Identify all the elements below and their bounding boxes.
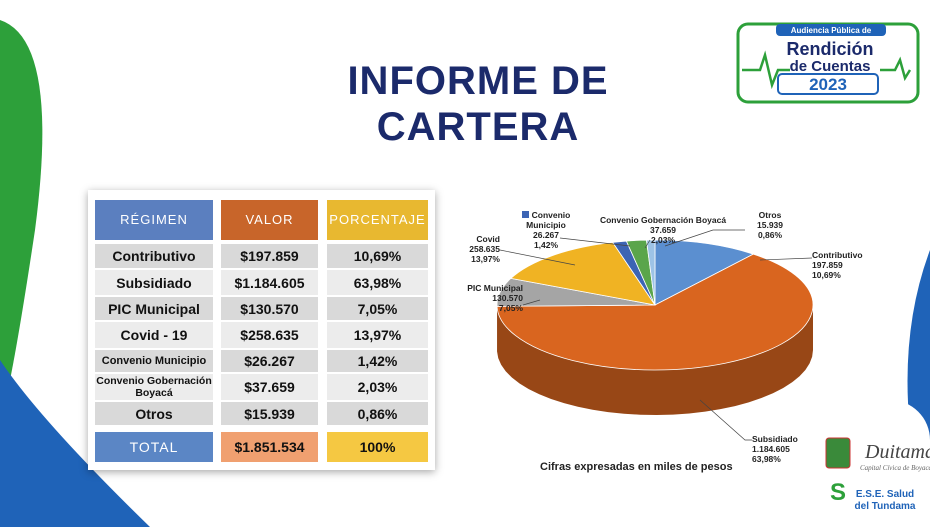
- ese-name: E.S.E. Salud: [856, 489, 914, 500]
- pie-label-percent: 13,97%: [471, 254, 500, 264]
- table-cell: $1.184.605: [221, 270, 318, 295]
- pie-slice: [510, 241, 656, 306]
- leader-lines: [499, 229, 813, 441]
- leader-line: [644, 239, 651, 249]
- table-cell: $26.267: [221, 350, 318, 372]
- ese-name: del Tundama: [855, 501, 916, 512]
- pie-label-percent: 63,98%: [752, 454, 781, 464]
- table-cell: RÉGIMEN: [95, 200, 213, 240]
- table-cell: Convenio Gobernación Boyacá: [95, 374, 213, 400]
- green-swoosh: [0, 20, 43, 380]
- pulse-line: [742, 50, 790, 90]
- table-cell: $258.635: [221, 322, 318, 348]
- pie-slice: [646, 239, 656, 306]
- pie-label-value: 15.939: [757, 220, 783, 230]
- event-line: Rendición: [786, 39, 873, 59]
- pie-label: PIC Municipal 130.570 7,05%: [445, 283, 523, 313]
- table-cell: Convenio Municipio: [95, 350, 213, 372]
- table-cell: TOTAL: [95, 432, 213, 462]
- pie-label-name: Convenio Municipio: [526, 210, 571, 230]
- event-logo-band: [776, 24, 886, 36]
- pie-slice: [654, 239, 755, 306]
- table-cell: 0,86%: [327, 402, 428, 425]
- pie-label: Subsidiado 1.184.605 63,98%: [752, 434, 812, 464]
- table-cell: 1,42%: [327, 350, 428, 372]
- pie-label: Otros 15.939 0,86%: [740, 210, 800, 240]
- table-cell: 10,69%: [327, 244, 428, 268]
- pie-label-percent: 10,69%: [812, 270, 841, 280]
- pie-label: Contributivo 197.859 10,69%: [812, 250, 882, 280]
- leader-line: [759, 257, 813, 261]
- table-cell: 7,05%: [327, 297, 428, 320]
- ese-mark: S: [830, 479, 846, 506]
- pie-label: Convenio Gobernación Boyacá 37.659 2,03%: [583, 215, 743, 245]
- chart-note: Cifras expresadas en miles de pesos: [540, 461, 733, 473]
- pie-label-name: Covid: [476, 234, 500, 244]
- pie-label-name: Otros: [758, 210, 782, 220]
- pie-label-value: 1.184.605: [752, 444, 790, 454]
- pie-label-value: 26.267: [533, 230, 559, 240]
- event-line: Audiencia Pública de: [791, 26, 872, 35]
- table-cell: VALOR: [221, 200, 318, 240]
- table-cell: $15.939: [221, 402, 318, 425]
- leader-line: [559, 237, 631, 247]
- leader-line: [664, 229, 745, 247]
- legend-swatch: [521, 211, 529, 218]
- pie-label-percent: 1,42%: [533, 240, 559, 250]
- table-cell: 2,03%: [327, 374, 428, 400]
- pie-label: Convenio Municipio 26.267 1,42%: [515, 210, 577, 250]
- table-cell: Otros: [95, 402, 213, 425]
- city-name: Duitama: [864, 441, 930, 463]
- table-cell: PORCENTAJE: [327, 200, 428, 240]
- table-cell: $130.570: [221, 297, 318, 320]
- pie-slice: [496, 253, 814, 371]
- year-box: [777, 73, 879, 95]
- table-cell: $37.659: [221, 374, 318, 400]
- pie-label-percent: 7,05%: [498, 303, 523, 313]
- leader-line: [499, 249, 576, 266]
- slice-side: [497, 305, 813, 415]
- table-cell: $1.851.534: [221, 432, 318, 462]
- event-year: 2023: [809, 75, 847, 94]
- pulse-line: [880, 56, 912, 82]
- event-line: de Cuentas: [790, 58, 871, 75]
- table-cell: 100%: [327, 432, 428, 462]
- pie-label-value: 197.859: [812, 260, 843, 270]
- table-cell: Covid - 19: [95, 322, 213, 348]
- table: RÉGIMEN VALOR PORCENTAJE Contributivo $197.8…: [88, 190, 435, 470]
- pie-label: Covid 258.635 13,97%: [440, 234, 500, 264]
- title: INFORME DE CARTERA: [347, 59, 609, 149]
- pie-label-value: 130.570: [492, 293, 523, 303]
- pie-label-value: 258.635: [469, 244, 500, 254]
- leader-line: [522, 299, 541, 306]
- table-cell: 63,98%: [327, 270, 428, 295]
- table-cell: PIC Municipal: [95, 297, 213, 320]
- table-cell: 13,97%: [327, 322, 428, 348]
- table-cell: Contributivo: [95, 244, 213, 268]
- pie-label-name: PIC Municipal: [467, 283, 523, 293]
- pie-label-name: Convenio Gobernación Boyacá: [599, 215, 727, 225]
- city-motto: Capital Cívica de Boyacá: [860, 464, 930, 472]
- table-cell: $197.859: [221, 244, 318, 268]
- pie-label-value: 37.659: [650, 225, 676, 235]
- blue-swoosh-right: [907, 250, 930, 440]
- pie-label-percent: 0,86%: [757, 230, 783, 240]
- shield: [825, 437, 851, 469]
- pie-label-name: Subsidiado: [752, 434, 798, 444]
- table-cell: Subsidiado: [95, 270, 213, 295]
- pie-label-name: Contributivo: [812, 250, 863, 260]
- city-logo-bg: [800, 400, 930, 527]
- pie: [496, 239, 814, 415]
- leader-line: [699, 399, 752, 441]
- pie-label-percent: 2,03%: [650, 235, 676, 245]
- blue-swoosh: [0, 360, 150, 527]
